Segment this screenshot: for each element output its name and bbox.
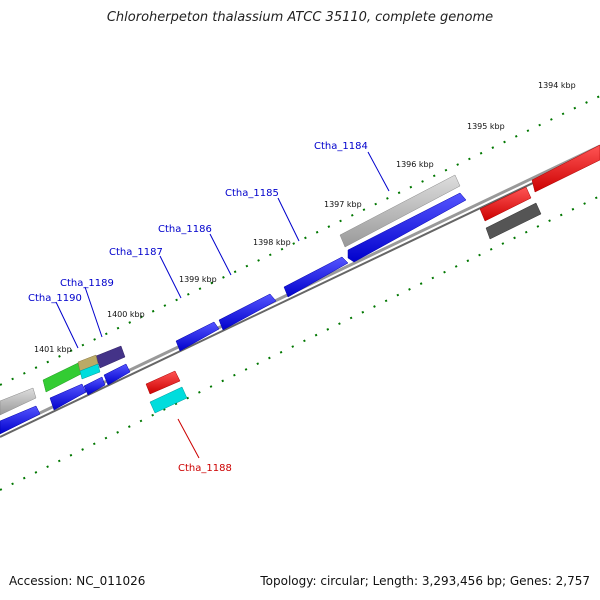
kbp-label-1401: 1401 kbp <box>34 345 72 354</box>
kbp-label-1394: 1394 kbp <box>538 81 576 90</box>
gene-cyan-small <box>79 363 101 380</box>
gene-ctha-1184 <box>347 192 467 263</box>
gene-blue-left <box>0 405 41 435</box>
gene-ctha-1187 <box>175 321 220 352</box>
accession-text: Accession: NC_011026 <box>9 574 146 588</box>
lower-scale <box>0 195 600 491</box>
gene-grey-left <box>0 387 37 416</box>
label-ctha-1190: Ctha_1190 <box>28 293 82 304</box>
label-ctha-1189: Ctha_1189 <box>60 278 114 289</box>
kbp-label-1400: 1400 kbp <box>107 310 145 319</box>
kbp-label-1396: 1396 kbp <box>396 160 434 169</box>
reverse-genes <box>145 144 600 414</box>
label-ctha-1188: Ctha_1188 <box>178 463 232 474</box>
gene-ctha-1185 <box>283 256 349 298</box>
gene-red-right-1 <box>531 144 600 193</box>
gene-blue-small <box>83 376 106 396</box>
gene-ctha-1189 <box>103 363 131 386</box>
gene-ctha-1186 <box>218 293 277 331</box>
label-ctha-1187: Ctha_1187 <box>109 247 163 258</box>
topology-summary: Topology: circular; Length: 3,293,456 bp… <box>260 574 590 588</box>
kbp-labels: 1394 kbp 1395 kbp 1396 kbp 1397 kbp 1398… <box>34 81 576 354</box>
gene-labels: Ctha_1184 Ctha_1185 Ctha_1186 Ctha_1187 … <box>28 141 368 474</box>
gene-red-1188 <box>145 370 181 395</box>
gene-dark-grey <box>485 202 542 240</box>
leader-lines <box>55 151 390 459</box>
kbp-label-1395: 1395 kbp <box>467 122 505 131</box>
label-ctha-1186: Ctha_1186 <box>158 224 212 235</box>
kbp-label-1399: 1399 kbp <box>179 275 217 284</box>
gene-ctha-1189-top <box>95 345 126 369</box>
label-ctha-1185: Ctha_1185 <box>225 188 279 199</box>
gene-ctha-1190 <box>49 383 87 411</box>
genome-title: Chloroherpeton thalassium ATCC 35110, co… <box>106 10 494 25</box>
kbp-label-1398: 1398 kbp <box>253 238 291 247</box>
upper-scale <box>0 95 600 386</box>
kbp-label-1397: 1397 kbp <box>324 200 362 209</box>
forward-genes <box>0 174 467 435</box>
label-ctha-1184: Ctha_1184 <box>314 141 368 152</box>
gene-red-right-2 <box>479 186 532 222</box>
gene-ctha-1188 <box>149 386 188 414</box>
gene-grey-forward <box>339 174 461 248</box>
